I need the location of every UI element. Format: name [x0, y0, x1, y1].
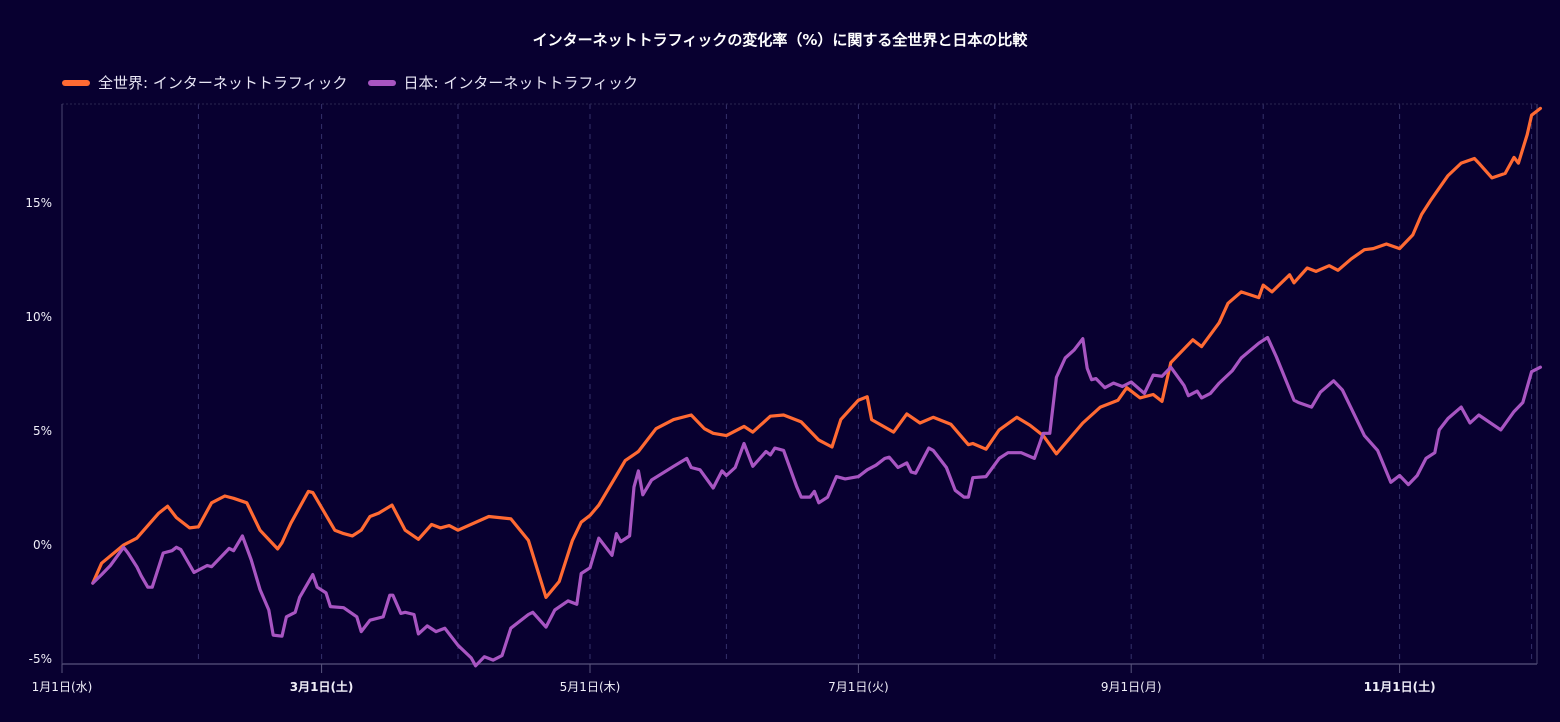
y-tick-label: 10% — [25, 310, 52, 324]
y-tick-label: -5% — [29, 652, 52, 666]
legend-swatch-world — [62, 79, 90, 86]
y-tick-label: 0% — [33, 538, 52, 552]
x-tick-label: 9月1日(月) — [1101, 680, 1162, 694]
y-tick-label: 5% — [33, 424, 52, 438]
x-tick-label: 1月1日(水) — [32, 680, 93, 694]
series-line-world — [91, 106, 1542, 599]
chart-title: インターネットトラフィックの変化率（%）に関する全世界と日本の比較 — [532, 31, 1028, 49]
x-ticks: 1月1日(水) 3月1日(土) 5月1日(木) 7月1日(火) 9月1日(月) 11月1日… — [32, 664, 1436, 694]
legend-label-world: 全世界: インターネットトラフィック — [98, 74, 348, 92]
x-tick-label: 11月1日(土) — [1364, 679, 1436, 694]
y-ticks: -5% 0% 5% 10% 15% — [25, 196, 52, 666]
x-tick-label: 3月1日(土) — [290, 679, 354, 694]
y-tick-label: 15% — [25, 196, 52, 210]
series-line-japan — [91, 335, 1542, 668]
grid — [197, 104, 1533, 664]
series-lines — [91, 106, 1542, 668]
legend-item-japan[interactable]: 日本: インターネットトラフィック — [367, 72, 639, 93]
legend: 全世界: インターネットトラフィック 日本: インターネットトラフィック — [62, 72, 638, 93]
legend-swatch-japan — [367, 79, 396, 86]
legend-label-japan: 日本: インターネットトラフィック — [403, 74, 639, 92]
x-tick-label: 7月1日(火) — [828, 680, 889, 694]
legend-item-world[interactable]: 全世界: インターネットトラフィック — [62, 72, 348, 93]
x-tick-label: 5月1日(木) — [560, 680, 621, 694]
